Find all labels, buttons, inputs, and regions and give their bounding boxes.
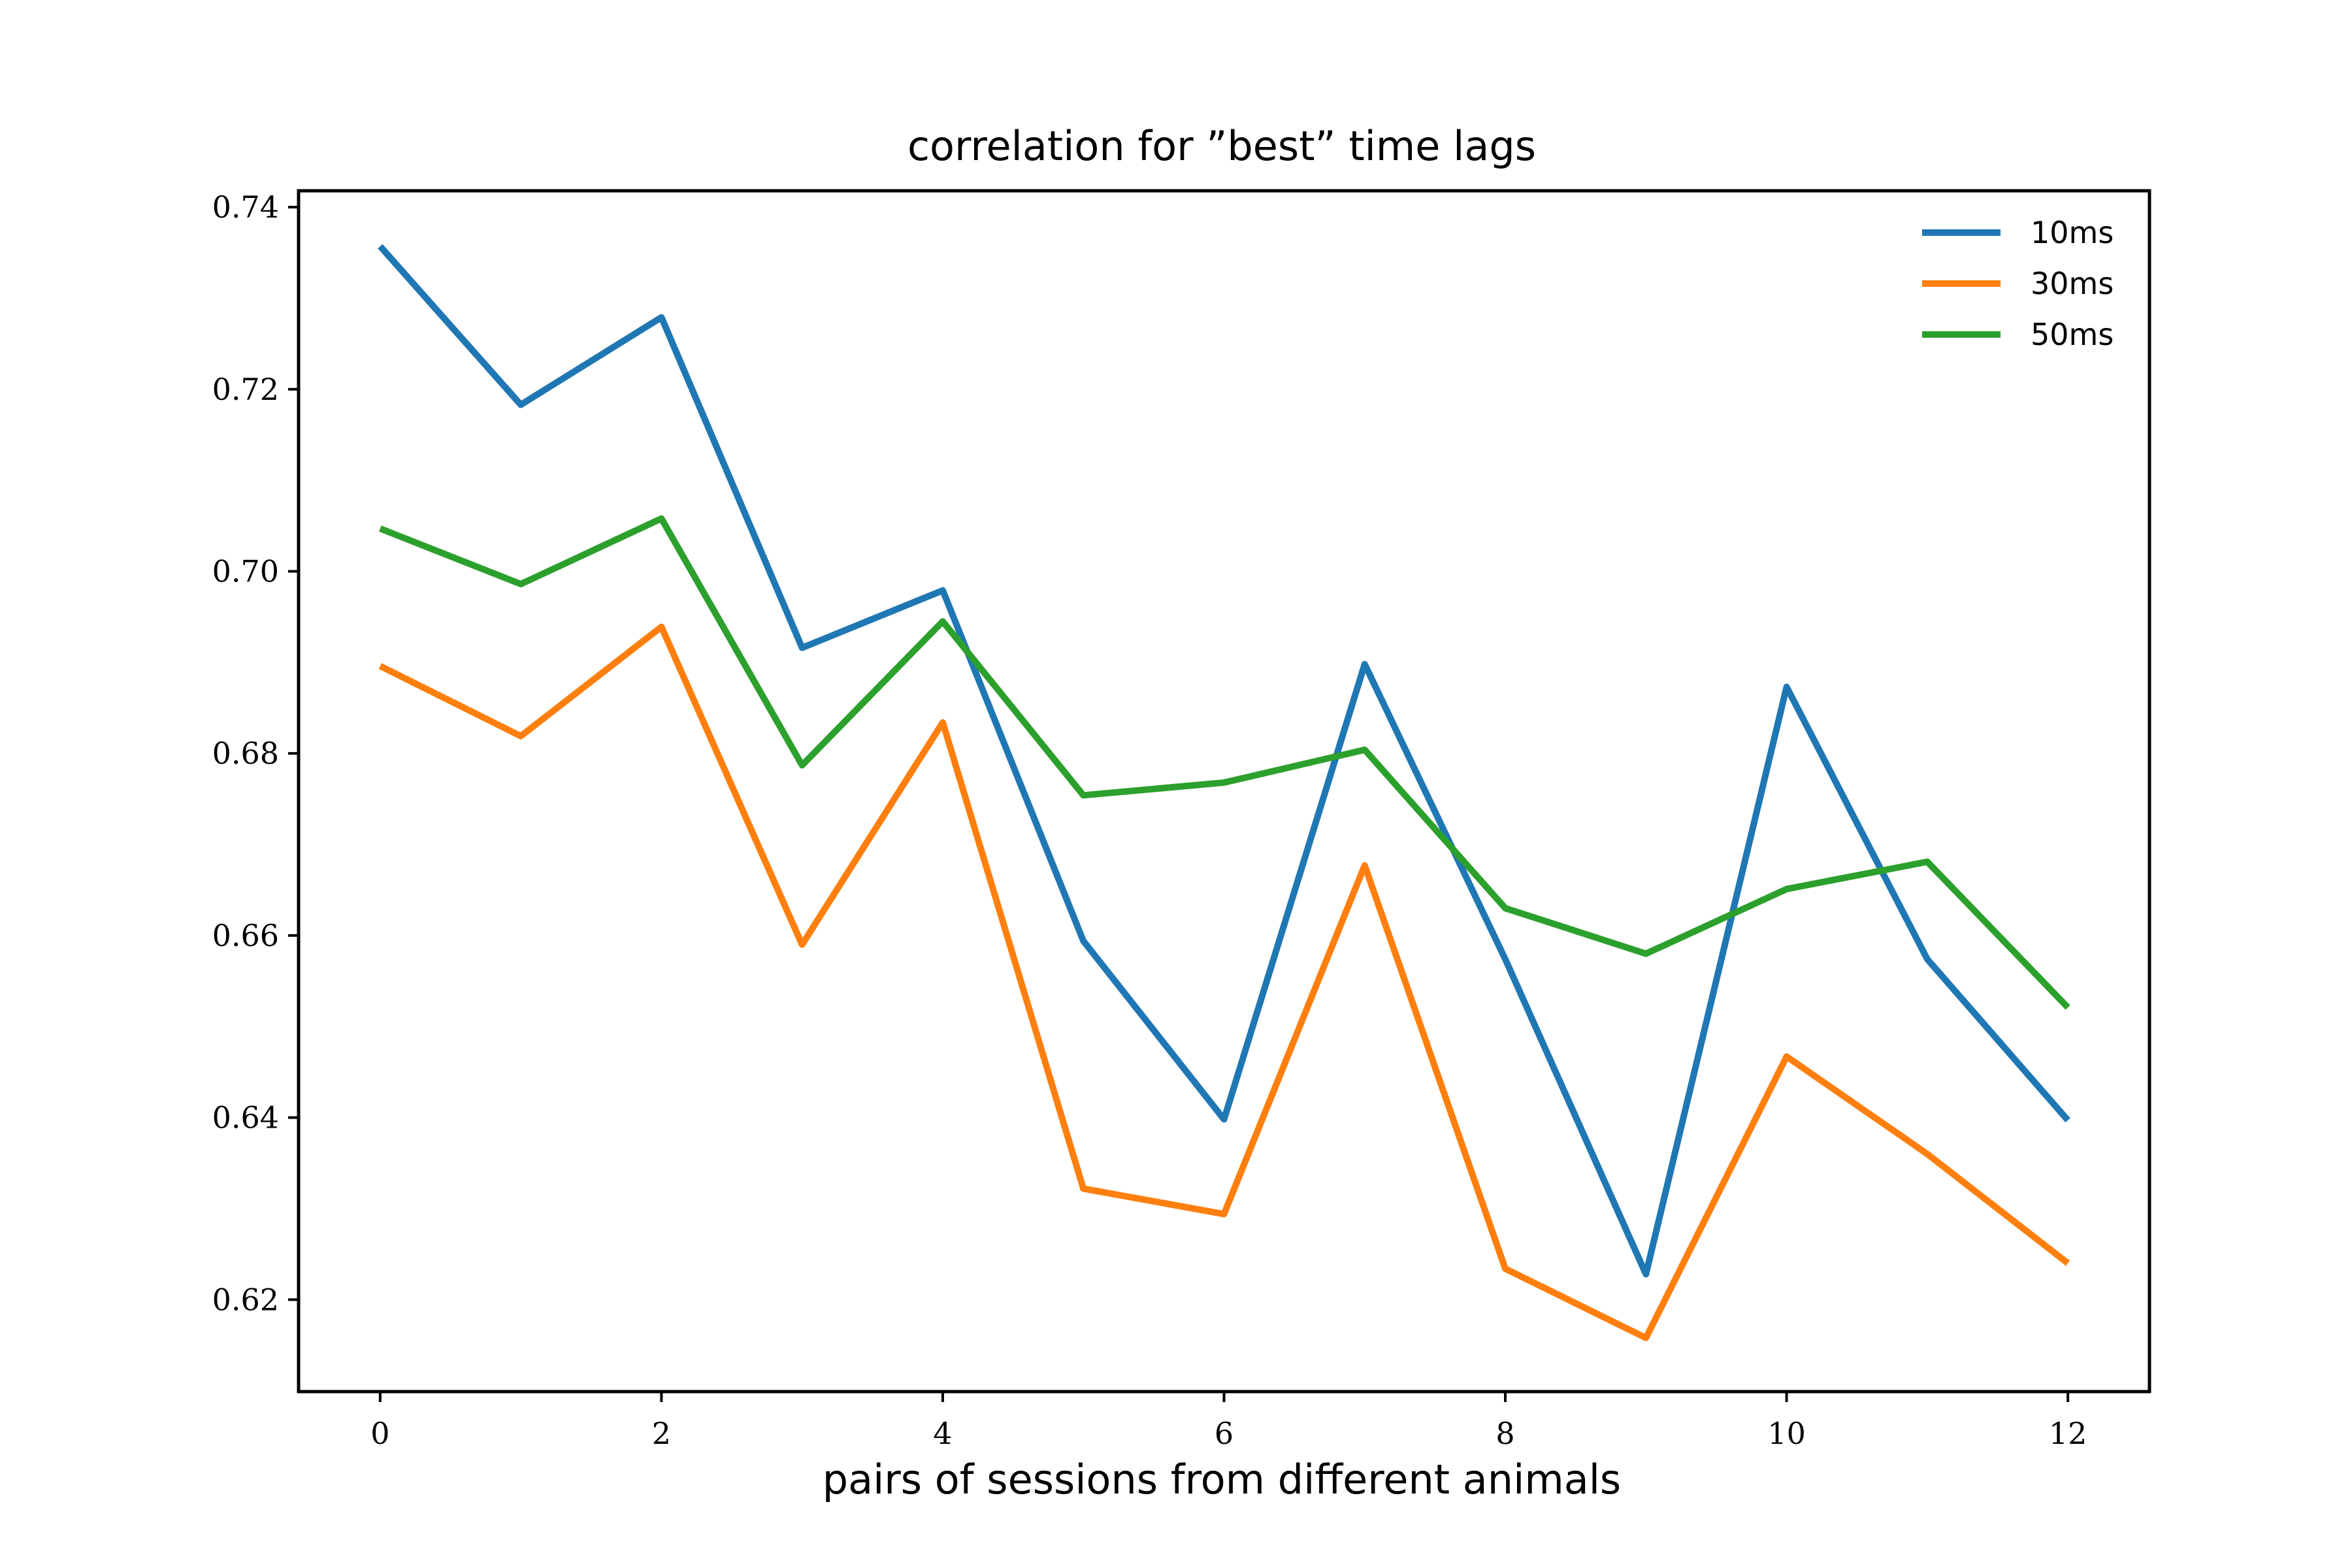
- x-tick-label: 6: [1215, 1416, 1233, 1451]
- x-tick-label: 2: [652, 1416, 671, 1451]
- y-tick-label: 0.66: [212, 918, 279, 953]
- y-tick-label: 0.72: [212, 372, 279, 407]
- legend-label-50ms: 50ms: [2031, 317, 2114, 352]
- x-tick-label: 12: [2049, 1416, 2087, 1451]
- legend-label-30ms: 30ms: [2031, 266, 2114, 301]
- x-tick-label: 8: [1495, 1416, 1514, 1451]
- x-tick-label: 10: [1767, 1416, 1806, 1451]
- legend-label-10ms: 10ms: [2031, 215, 2114, 250]
- y-tick-label: 0.74: [212, 189, 279, 225]
- y-axis: 0.62 0.64 0.66 0.68 0.70 0.72 0.74: [212, 189, 299, 1317]
- chart-title: correlation for ”best” time lags: [907, 122, 1536, 170]
- series-layer: [378, 244, 2070, 1341]
- x-axis: 0 2 4 6 8 10 12: [370, 1392, 2087, 1451]
- y-tick-label: 0.70: [212, 553, 279, 589]
- y-tick-label: 0.64: [212, 1100, 279, 1135]
- y-tick-label: 0.62: [212, 1282, 279, 1317]
- x-axis-label: pairs of sessions from different animals: [823, 1456, 1622, 1503]
- x-tick-label: 0: [370, 1416, 389, 1451]
- y-tick-label: 0.68: [212, 736, 279, 771]
- x-tick-label: 4: [933, 1416, 952, 1451]
- legend: 10ms 30ms 50ms: [1922, 215, 2114, 352]
